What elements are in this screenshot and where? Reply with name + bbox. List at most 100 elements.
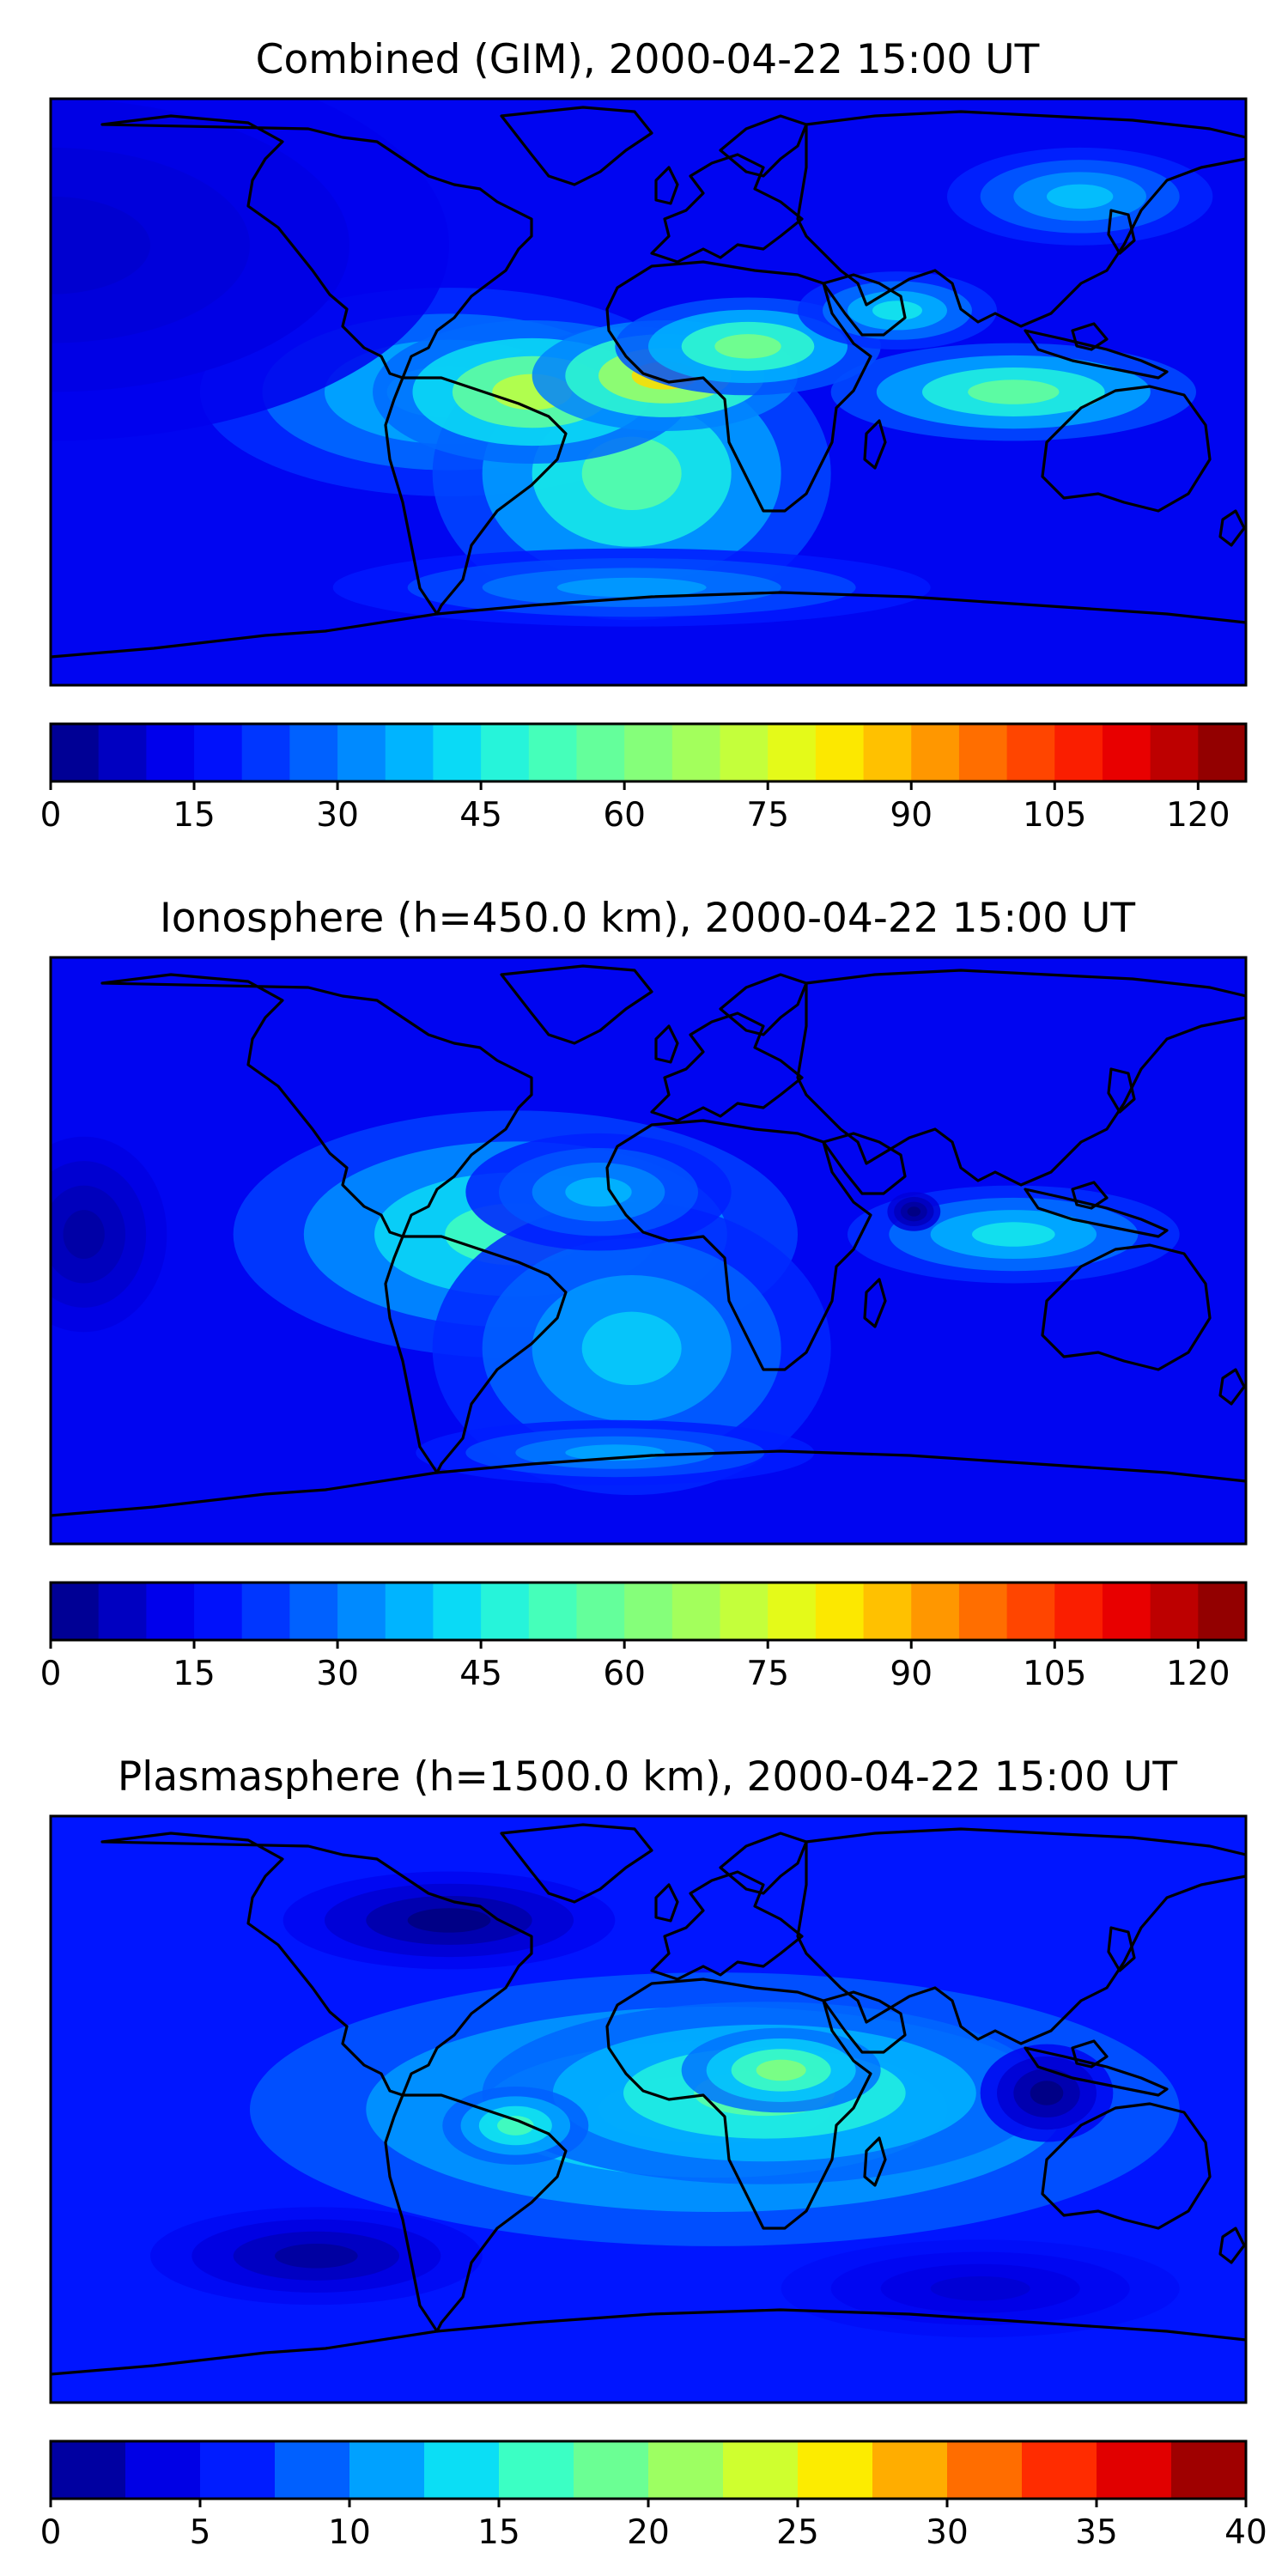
colorbar-tick-label: 35 [1075,2513,1118,2552]
colorbar: 0 15 30 45 60 75 90 105 120 [40,722,1248,835]
colorbar-tick-label: 0 [40,796,62,835]
colorbar-segment [289,724,338,781]
colorbar-segment [499,2441,574,2499]
colorbar-tick-label: 75 [746,796,789,835]
colorbar-tick-label: 105 [1023,1655,1086,1693]
map-area [49,1814,1248,2404]
colorbar-segment [958,1583,1008,1640]
colorbar-segment [911,1583,960,1640]
field-contour [872,301,922,321]
colorbar-segment [1198,724,1247,781]
colorbar-segment [723,2441,799,2499]
colorbar-segment [648,2441,724,2499]
field-contour [756,2059,806,2081]
map-frame [49,1814,1248,2404]
field-contour [930,2275,1030,2301]
colorbar-segment [275,2441,350,2499]
colorbar-tick-label: 30 [926,2513,969,2552]
colorbar-tick-label: 45 [459,1655,502,1693]
colorbar-segment [1006,724,1055,781]
panel-title: Combined (GIM), 2000-04-22 15:00 UT [256,36,1040,83]
colorbar-segment [98,1583,147,1640]
panel-title: Plasmasphere (h=1500.0 km), 2000-04-22 1… [118,1753,1177,1801]
colorbar-segment [671,724,721,781]
colorbar-tick-label: 15 [173,796,216,835]
panel-ionosphere: Ionosphere (h=450.0 km), 2000-04-22 15:0… [40,895,1248,1693]
colorbar-frame [49,722,1248,783]
field-contour [556,577,707,598]
field-contour [968,380,1060,404]
colorbar-segment [51,724,100,781]
field-contour [63,1210,105,1259]
colorbar: 0 5 10 15 20 25 30 35 40 [40,2439,1267,2552]
colorbar-segment [337,724,386,781]
colorbar-segment [798,2441,873,2499]
colorbar-segment [872,2441,948,2499]
colorbar-segment [385,1583,434,1640]
colorbar-tick-label: 60 [603,796,646,835]
colorbar-segment [671,1583,721,1640]
panel-combined: Combined (GIM), 2000-04-22 15:00 UT 0 15 3… [40,36,1248,835]
colorbar-segment [1054,724,1103,781]
colorbar-tick-label: 105 [1023,796,1086,835]
colorbar-segment [51,2441,126,2499]
colorbar-segment [424,2441,500,2499]
colorbar-segment [1102,1583,1151,1640]
colorbar-segment [528,1583,578,1640]
colorbar-segment [958,724,1008,781]
colorbar-segment [574,2441,649,2499]
colorbar-segment [720,1583,769,1640]
colorbar: 0 15 30 45 60 75 90 105 120 [40,1581,1248,1693]
map-area [49,956,1248,1546]
colorbar-tick-label: 0 [40,2513,62,2552]
colorbar-segment [1171,2441,1247,2499]
colorbar-segment [863,724,912,781]
colorbar-segment [720,724,769,781]
colorbar-segment [768,724,817,781]
field-contour [972,1222,1055,1247]
colorbar-segment [1006,1583,1055,1640]
colorbar-tick-label: 120 [1166,1655,1230,1693]
colorbar-tick-label: 90 [890,1655,933,1693]
field-contour [581,1311,682,1386]
field-contour [1030,2081,1064,2105]
colorbar-segment [200,2441,276,2499]
colorbar-segment [947,2441,1023,2499]
colorbar-segment [1150,724,1199,781]
tec-field [51,1816,1246,2403]
tec-field [51,957,1246,1544]
colorbar-segment [146,1583,195,1640]
colorbar-tick-label: 10 [328,2513,371,2552]
colorbar-segment [385,724,434,781]
colorbar-tick-label: 120 [1166,796,1230,835]
colorbar-segment [1054,1583,1103,1640]
colorbar-segment [51,1583,100,1640]
colorbar-segment [624,1583,673,1640]
colorbar-segment [815,1583,865,1640]
colorbar-tick-label: 60 [603,1655,646,1693]
colorbar-tick-label: 0 [40,1655,62,1693]
colorbar-tick-label: 75 [746,1655,789,1693]
colorbar-segment [768,1583,817,1640]
colorbar-tick-label: 20 [627,2513,670,2552]
field-contour [497,2116,534,2136]
colorbar-segment [481,724,530,781]
colorbar-tick-label: 45 [459,796,502,835]
colorbar-tick-label: 15 [173,1655,216,1693]
colorbar-tick-label: 90 [890,796,933,835]
colorbar-segment [1097,2441,1172,2499]
colorbar-segment [863,1583,912,1640]
field-contour [1047,184,1114,210]
colorbar-tick-label: 5 [190,2513,211,2552]
colorbar-segment [349,2441,425,2499]
field-contour [565,1177,632,1207]
colorbar-segment [194,724,243,781]
colorbar-segment [528,724,578,781]
colorbar-segment [911,724,960,781]
colorbar-tick-label: 30 [316,796,359,835]
colorbar-segment [1022,2441,1097,2499]
colorbar-segment [433,1583,482,1640]
colorbar-tick-label: 30 [316,1655,359,1693]
tec-field [51,99,1246,685]
